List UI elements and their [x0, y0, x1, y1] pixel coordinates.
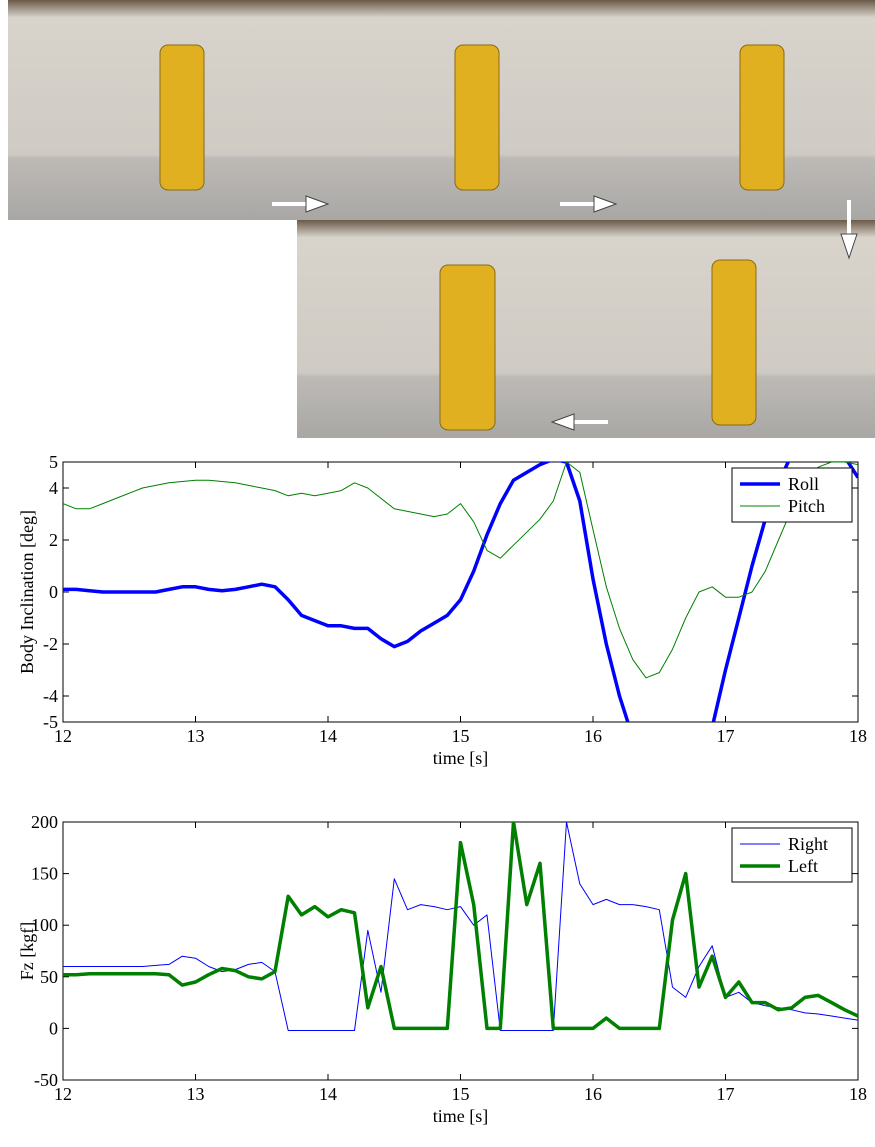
x-tick-label: 13	[187, 1084, 205, 1104]
x-tick-label: 18	[849, 726, 867, 746]
y-tick-label: -2	[43, 634, 58, 654]
y-tick-label: -5	[43, 712, 58, 732]
x-tick-label: 16	[584, 726, 602, 746]
x-tick-label: 14	[319, 1084, 337, 1104]
y-tick-label: 50	[40, 967, 58, 987]
x-tick-label: 15	[452, 726, 470, 746]
series-group	[63, 462, 858, 722]
x-tick-label: 13	[187, 726, 205, 746]
x-tick-label: 14	[319, 726, 337, 746]
y-tick-label: -4	[43, 686, 58, 706]
y-tick-label: 0	[49, 582, 58, 602]
x-axis-label: time [s]	[433, 1106, 489, 1126]
legend-label: Left	[788, 856, 818, 876]
photo-strip	[8, 0, 875, 438]
photo	[8, 0, 297, 220]
x-tick-label: 12	[54, 726, 72, 746]
legend-label: Right	[788, 834, 828, 854]
y-tick-label: 100	[31, 915, 58, 935]
y-tick-label: -50	[34, 1070, 58, 1090]
y-axis-label: Body Inclination [deg]	[17, 510, 37, 674]
y-tick-label: 4	[49, 478, 58, 498]
x-tick-label: 15	[452, 1084, 470, 1104]
arrows	[272, 195, 858, 431]
x-tick-label: 17	[717, 1084, 735, 1104]
x-tick-label: 18	[849, 1084, 867, 1104]
y-tick-label: 200	[31, 812, 58, 832]
series-line	[63, 822, 858, 1031]
photo	[297, 0, 586, 220]
legend-label: Pitch	[788, 496, 825, 516]
robots	[159, 44, 785, 431]
legend-box	[731, 827, 853, 883]
y-tick-label: 2	[49, 530, 58, 550]
y-tick-label: 0	[49, 1018, 58, 1038]
series-line	[63, 462, 858, 722]
photo	[586, 0, 875, 220]
y-tick-label: 150	[31, 864, 58, 884]
x-tick-label: 12	[54, 1084, 72, 1104]
plot-area	[62, 461, 859, 723]
legend-label: Roll	[788, 474, 819, 494]
y-tick-label: 5	[49, 452, 58, 472]
legend-box	[731, 467, 853, 523]
series-group	[63, 822, 858, 1031]
x-tick-label: 16	[584, 1084, 602, 1104]
series-line	[63, 462, 858, 679]
x-tick-label: 17	[717, 726, 735, 746]
x-axis-label: time [s]	[433, 748, 489, 768]
y-axis-label: Fz [kgf]	[17, 922, 37, 980]
